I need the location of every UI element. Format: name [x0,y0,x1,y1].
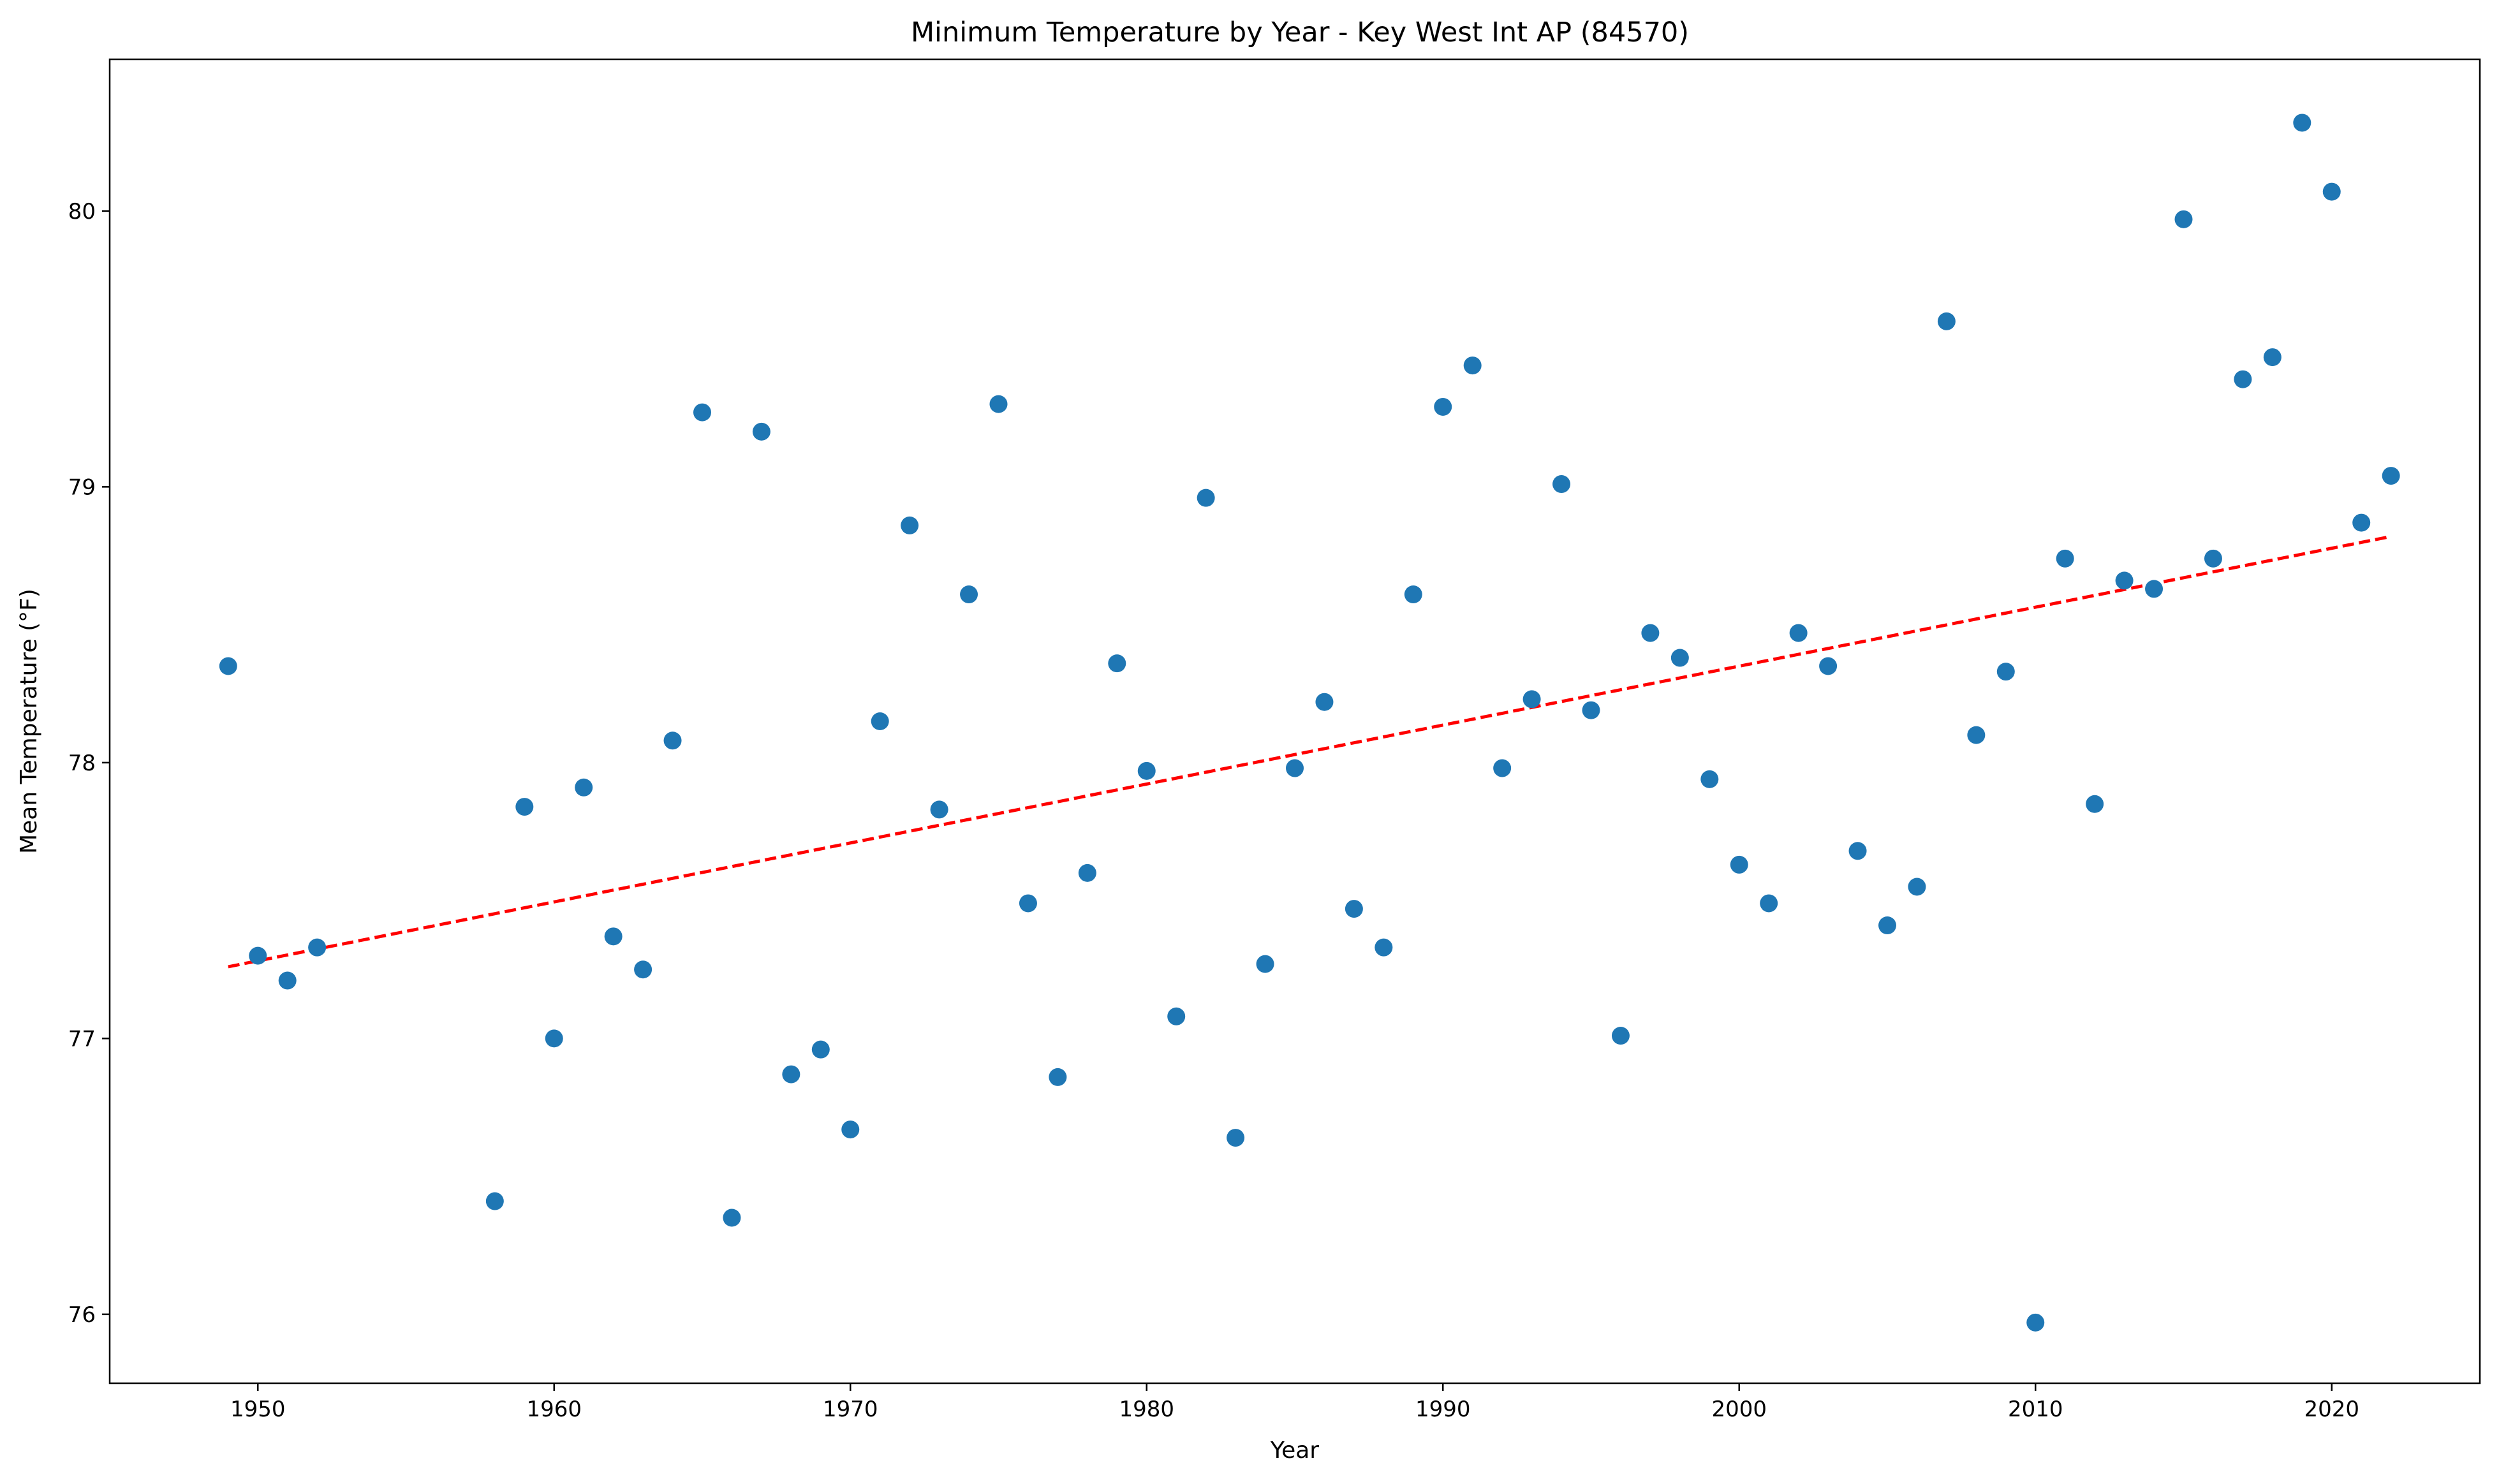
y-axis: 76 77 78 79 80 [68,199,110,1328]
data-point [1434,397,1452,416]
data-point [2293,114,2311,132]
data-point [1256,955,1274,973]
data-point [515,798,534,816]
data-point [1819,657,1838,675]
data-point [575,778,593,797]
data-point [1641,624,1660,642]
data-point [811,1040,830,1059]
data-point [1878,916,1896,935]
chart-title: Minimum Temperature by Year - Key West I… [911,17,1689,48]
data-point [1908,878,1926,896]
data-point [2352,513,2371,532]
x-tick-label: 1960 [526,1397,582,1422]
data-point [1848,842,1867,860]
data-point [901,516,919,534]
data-point [249,946,267,965]
data-point [2115,571,2134,590]
data-point [278,971,297,990]
data-point [1078,863,1096,882]
data-point [1789,624,1808,642]
data-point [604,927,623,946]
y-tick-label: 80 [68,199,96,224]
x-tick-label: 2000 [1711,1397,1767,1422]
data-point [2382,467,2400,485]
x-tick-label: 1970 [823,1397,878,1422]
data-point [1345,900,1363,918]
data-point [219,657,237,675]
data-point [1463,356,1482,375]
data-point [2026,1313,2045,1332]
data-point [2145,580,2164,598]
data-point [663,731,682,750]
data-point [2204,549,2222,568]
data-point [1315,693,1334,711]
plot-frame [108,58,2481,1385]
plot-area [219,114,2400,1332]
data-point [1937,312,1956,330]
y-tick-label: 77 [68,1026,96,1052]
data-point [1167,1007,1186,1025]
data-point [960,585,978,604]
data-point [1137,761,1156,780]
data-point [2322,182,2341,201]
data-point [1670,649,1689,667]
y-tick-label: 79 [68,474,96,500]
data-point [693,403,711,422]
data-point [1730,855,1748,874]
y-tick-label: 78 [68,751,96,776]
x-axis-label: Year [1270,1437,1319,1464]
data-point [1375,938,1393,957]
data-point [1019,894,1037,913]
data-point [752,422,770,441]
y-tick-label: 76 [68,1302,96,1328]
data-point [2263,348,2282,367]
data-point [841,1120,860,1139]
data-point [2086,795,2104,813]
data-point [1286,759,1304,777]
data-point [723,1209,741,1227]
data-point [2056,549,2074,568]
data-point [1493,759,1512,777]
data-point [1522,690,1541,709]
data-point [1404,585,1422,604]
data-point [989,395,1008,413]
data-point [1611,1027,1630,1045]
data-point [1049,1068,1067,1086]
data-point [545,1029,563,1048]
x-tick-label: 1980 [1119,1397,1174,1422]
data-point [1227,1129,1245,1147]
x-tick-label: 1990 [1415,1397,1471,1422]
data-point [1582,701,1600,719]
trend-line [228,534,2392,969]
data-point [2174,210,2193,228]
data-point [1967,726,1986,744]
data-point [1700,770,1719,788]
x-tick-label: 2010 [2008,1397,2063,1422]
data-point [1996,663,2015,681]
data-point [930,800,948,819]
data-point [308,938,327,957]
data-point [1760,894,1778,913]
x-tick-label: 2020 [2304,1397,2359,1422]
data-point [782,1065,800,1084]
x-axis: 1950 1960 1970 1980 1990 2000 2010 2020 [230,1383,2359,1422]
data-point [1197,489,1215,507]
data-point [1552,475,1571,494]
data-point [1108,654,1126,673]
x-tick-label: 1950 [230,1397,286,1422]
data-point [871,712,889,730]
data-point [634,960,652,979]
data-point [2234,370,2252,388]
y-axis-label: Mean Temperature (°F) [16,589,42,854]
data-point [485,1192,504,1210]
